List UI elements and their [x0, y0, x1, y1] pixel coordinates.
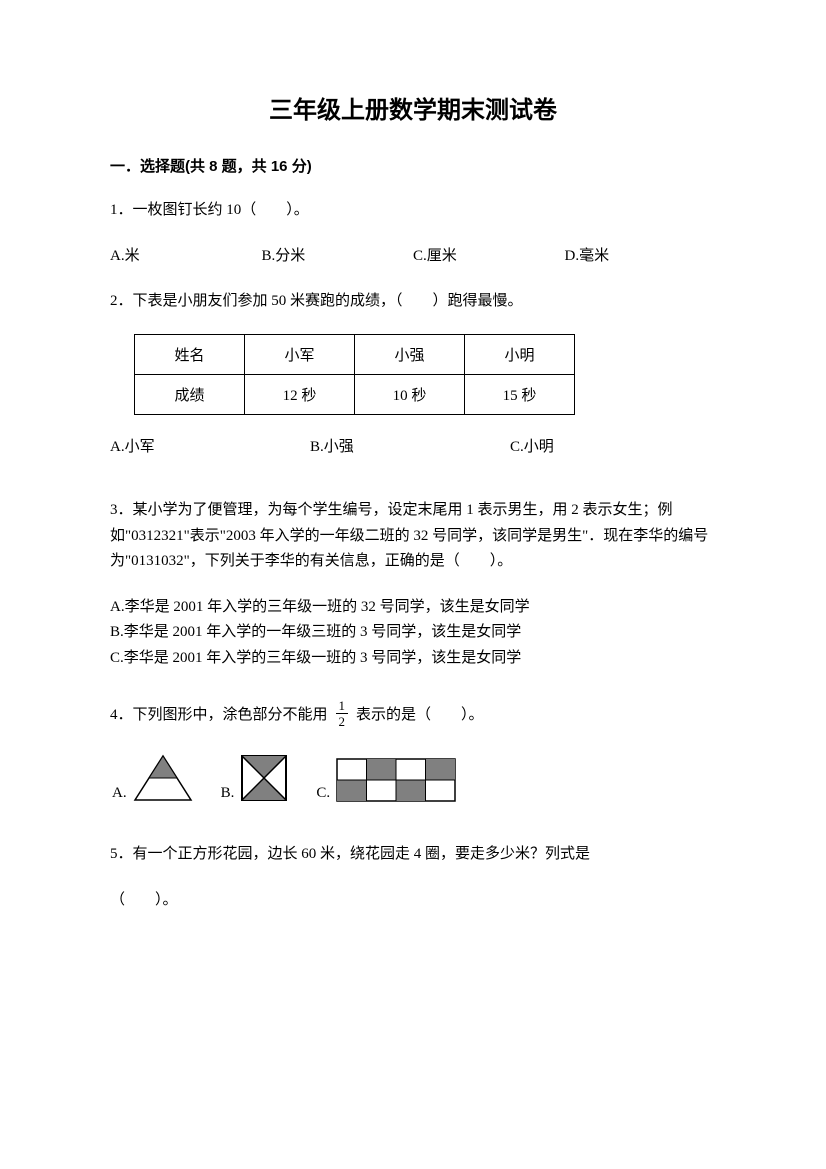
frac-den: 2 [336, 713, 349, 728]
checker-grid-icon [336, 758, 456, 802]
table-cell: 姓名 [135, 335, 245, 375]
opt-label: A. [112, 785, 127, 802]
q5-blank: （ ）。 [110, 888, 716, 914]
q3-opt-a: A.李华是 2001 年入学的三年级一班的 32 号同学，该生是女同学 [110, 595, 716, 621]
square-diag-icon [240, 754, 288, 802]
fraction-icon: 1 2 [336, 699, 349, 728]
q1-opt-d: D.毫米 [565, 244, 717, 265]
table-cell: 成绩 [135, 375, 245, 415]
q1-opt-c: C.厘米 [413, 244, 565, 265]
q4-opt-c: C. [316, 758, 456, 802]
q3-opt-b: B.李华是 2001 年入学的一年级三班的 3 号同学，该生是女同学 [110, 620, 716, 646]
q1-text: 1．一枚图钉长约 10（ ）。 [110, 198, 716, 224]
table-cell: 小强 [355, 335, 465, 375]
q2-options: A.小军 B.小强 C.小明 [110, 435, 716, 456]
section-header: 一．选择题(共 8 题，共 16 分) [110, 155, 716, 176]
q2-table: 姓名 小军 小强 小明 成绩 12 秒 10 秒 15 秒 [134, 334, 575, 415]
q3-opt-c: C.李华是 2001 年入学的三年级一班的 3 号同学，该生是女同学 [110, 646, 716, 672]
q5-text: 5．有一个正方形花园，边长 60 米，绕花园走 4 圈，要走多少米？列式是 [110, 842, 716, 868]
table-cell: 12 秒 [245, 375, 355, 415]
q4-options: A. B. C. [112, 754, 716, 802]
opt-label: C. [316, 785, 330, 802]
q2-opt-c: C.小明 [510, 435, 554, 456]
q1-opt-b: B.分米 [262, 244, 414, 265]
opt-label: B. [221, 785, 235, 802]
table-cell: 10 秒 [355, 375, 465, 415]
q4-pre: 4．下列图形中，涂色部分不能用 [110, 703, 328, 724]
q3-text: 3．某小学为了便管理，为每个学生编号，设定末尾用 1 表示男生，用 2 表示女生… [110, 498, 716, 575]
table-cell: 小军 [245, 335, 355, 375]
q4-opt-a: A. [112, 754, 193, 802]
q2-text: 2．下表是小朋友们参加 50 米赛跑的成绩，（ ）跑得最慢。 [110, 289, 716, 315]
q1-opt-a: A.米 [110, 244, 262, 265]
q4-opt-b: B. [221, 754, 289, 802]
q4-post: 表示的是（ ）。 [356, 703, 484, 724]
table-cell: 小明 [465, 335, 575, 375]
triangle-icon [133, 754, 193, 802]
q3-options: A.李华是 2001 年入学的三年级一班的 32 号同学，该生是女同学 B.李华… [110, 595, 716, 672]
q2-opt-b: B.小强 [310, 435, 510, 456]
q1-options: A.米 B.分米 C.厘米 D.毫米 [110, 244, 716, 265]
q2-opt-a: A.小军 [110, 435, 310, 456]
page-title: 三年级上册数学期末测试卷 [110, 90, 716, 125]
frac-num: 1 [336, 699, 349, 713]
table-cell: 15 秒 [465, 375, 575, 415]
q4-text: 4．下列图形中，涂色部分不能用 1 2 表示的是（ ）。 [110, 699, 716, 728]
